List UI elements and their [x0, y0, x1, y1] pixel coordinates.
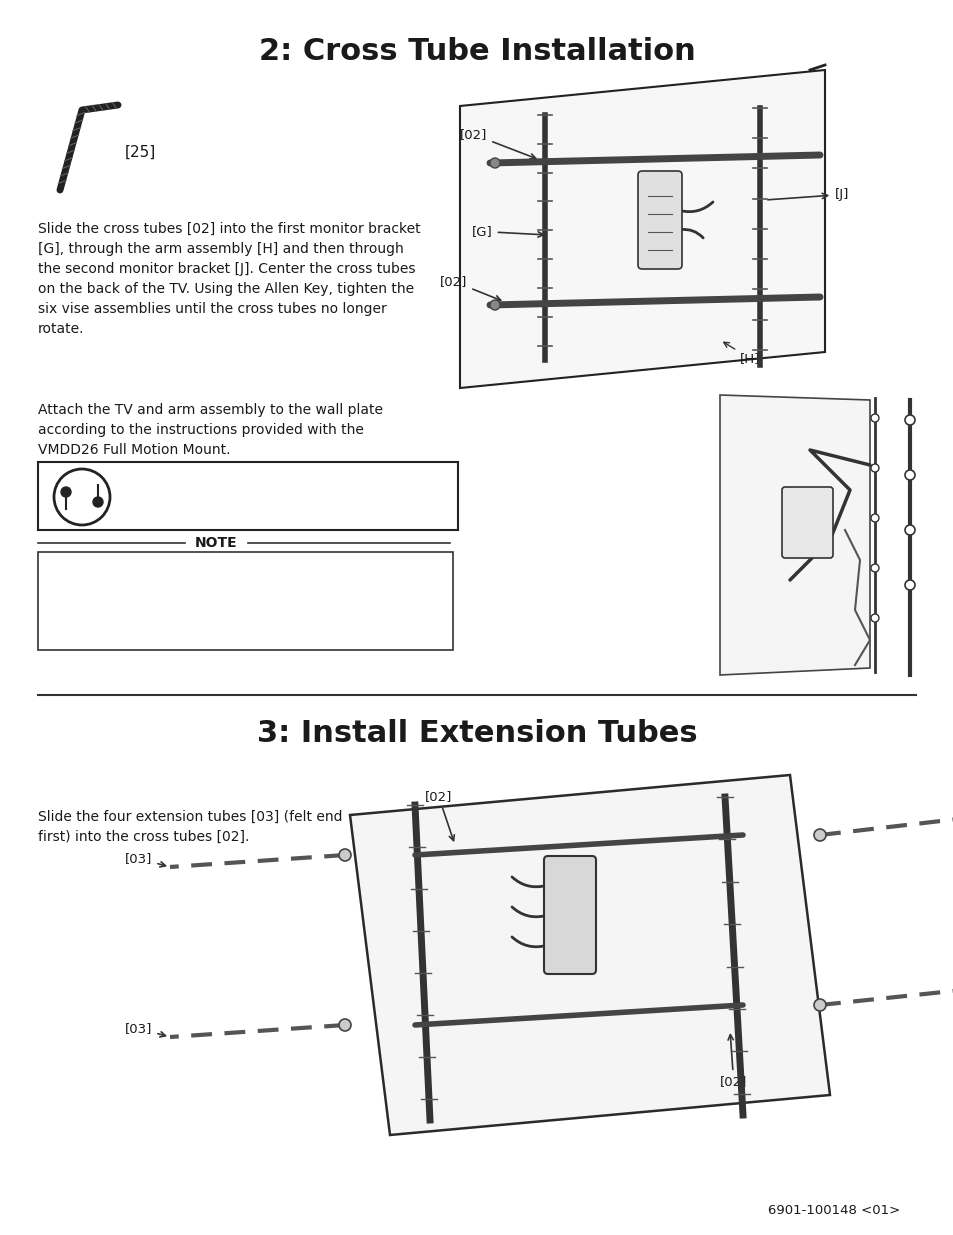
Text: [J]: [J]	[767, 188, 848, 201]
Circle shape	[338, 848, 351, 861]
Circle shape	[870, 464, 878, 472]
Polygon shape	[720, 395, 869, 676]
FancyBboxPatch shape	[38, 552, 453, 650]
FancyBboxPatch shape	[638, 170, 681, 269]
Circle shape	[870, 614, 878, 622]
Circle shape	[92, 496, 103, 508]
Text: [02]: [02]	[439, 275, 500, 301]
FancyBboxPatch shape	[543, 856, 596, 974]
Circle shape	[338, 1019, 351, 1031]
Text: [02]: [02]	[720, 1035, 746, 1088]
Text: NOTE: NOTE	[194, 536, 237, 550]
Text: [02]: [02]	[459, 128, 535, 159]
Circle shape	[813, 829, 825, 841]
Text: Slide the four extension tubes [03] (felt end
first) into the cross tubes [02].: Slide the four extension tubes [03] (fel…	[38, 810, 342, 844]
Text: [25]: [25]	[125, 144, 156, 159]
Circle shape	[904, 525, 914, 535]
Text: [02]: [02]	[424, 790, 454, 841]
Circle shape	[904, 471, 914, 480]
Text: [G]: [G]	[472, 225, 543, 238]
Text: 3: Install Extension Tubes: 3: Install Extension Tubes	[256, 719, 697, 747]
Polygon shape	[459, 70, 824, 388]
Circle shape	[870, 414, 878, 422]
Text: Slide the cross tubes [02] into the first monitor bracket
[G], through the arm a: Slide the cross tubes [02] into the firs…	[38, 222, 420, 336]
FancyBboxPatch shape	[38, 462, 457, 530]
Text: If you no longer have your VMDD26 Installation
Manual, download one from www.San: If you no longer have your VMDD26 Instal…	[50, 558, 408, 614]
Text: HEAVY!: HEAVY!	[125, 490, 183, 504]
Text: 6901-100148 <01>: 6901-100148 <01>	[767, 1203, 899, 1216]
Polygon shape	[350, 776, 829, 1135]
Text: [03]: [03]	[125, 852, 165, 867]
Circle shape	[870, 564, 878, 572]
Circle shape	[904, 580, 914, 590]
Circle shape	[813, 999, 825, 1011]
Text: You will need assistance with this step.: You will need assistance with this step.	[178, 490, 452, 504]
Circle shape	[904, 415, 914, 425]
Text: 2: Cross Tube Installation: 2: Cross Tube Installation	[258, 37, 695, 67]
Circle shape	[61, 487, 71, 496]
Text: [03]: [03]	[125, 1023, 165, 1037]
FancyBboxPatch shape	[781, 487, 832, 558]
Circle shape	[490, 300, 499, 310]
Text: Attach the TV and arm assembly to the wall plate
according to the instructions p: Attach the TV and arm assembly to the wa…	[38, 403, 382, 457]
Circle shape	[54, 469, 110, 525]
Circle shape	[870, 514, 878, 522]
Circle shape	[490, 158, 499, 168]
Text: [H]: [H]	[723, 342, 760, 366]
